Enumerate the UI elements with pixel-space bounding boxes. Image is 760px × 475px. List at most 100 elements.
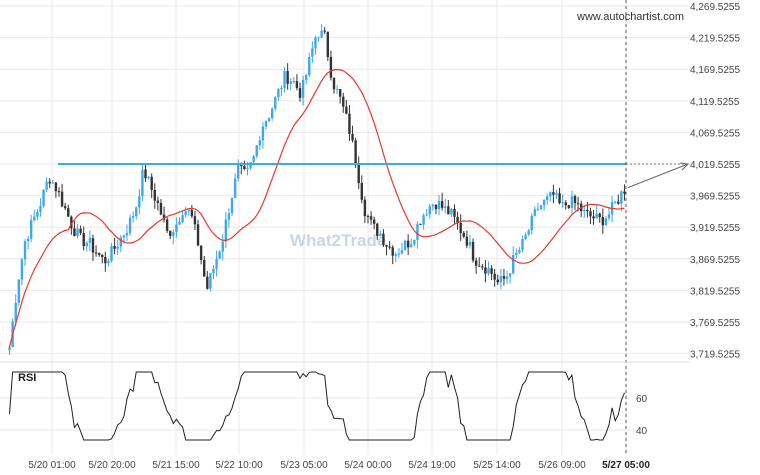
- candle-down: [484, 267, 487, 274]
- candle-down: [598, 213, 601, 218]
- candle-down: [199, 245, 203, 261]
- candle-up: [51, 182, 55, 184]
- candle-down: [567, 205, 571, 208]
- time-tick-label: 5/20 20:00: [88, 460, 136, 471]
- candle-down: [342, 96, 345, 107]
- candle-up: [311, 48, 314, 57]
- time-tick-label: 5/20 01:00: [28, 460, 76, 471]
- candle-down: [162, 214, 166, 220]
- candle-up: [274, 97, 277, 109]
- candle-up: [42, 189, 45, 207]
- candle-down: [388, 246, 391, 248]
- candle-up: [413, 239, 416, 245]
- candle-down: [354, 140, 357, 165]
- candle-up: [246, 167, 249, 170]
- moving-average-line: [8, 68, 625, 348]
- candle-down: [558, 193, 561, 204]
- candle-up: [394, 254, 397, 256]
- candle-down: [462, 232, 465, 237]
- candle-up: [530, 215, 533, 231]
- candle-up: [23, 241, 27, 260]
- candle-up: [542, 200, 546, 206]
- candle-up: [379, 233, 382, 236]
- candle-up: [508, 273, 512, 277]
- candles: [8, 23, 626, 355]
- candle-down: [617, 201, 620, 204]
- candle-down: [586, 209, 589, 212]
- candle-up: [252, 156, 255, 163]
- candle-up: [258, 140, 262, 146]
- candle-up: [546, 196, 549, 201]
- candle-up: [237, 165, 240, 179]
- candle-up: [468, 241, 472, 246]
- price-tick-label: 4,219.5255: [690, 34, 740, 45]
- candle-up: [119, 237, 122, 247]
- price-tick-label: 4,119.5255: [690, 97, 740, 108]
- candle-up: [122, 235, 126, 238]
- candle-up: [181, 215, 184, 223]
- candle-down: [240, 165, 243, 167]
- candle-up: [505, 276, 509, 279]
- candle-down: [165, 219, 169, 231]
- candle-up: [317, 37, 320, 39]
- projection-arrow: [627, 163, 689, 189]
- price-tick-label: 3,869.5255: [690, 255, 740, 266]
- candle-up: [128, 217, 132, 234]
- source-label: www.autochartist.com: [576, 11, 684, 23]
- candle-up: [527, 230, 530, 235]
- candle-up: [20, 259, 24, 280]
- candle-up: [524, 234, 527, 239]
- candle-down: [295, 81, 299, 89]
- candle-up: [233, 178, 237, 198]
- time-tick-label: 5/25 14:00: [473, 460, 521, 471]
- candle-up: [518, 250, 521, 253]
- candle-down: [391, 247, 394, 256]
- candle-up: [267, 118, 271, 122]
- candle-down: [329, 57, 333, 78]
- candle-up: [512, 255, 515, 274]
- candle-up: [561, 202, 564, 204]
- candle-up: [255, 145, 258, 157]
- time-tick-label: 5/24 19:00: [408, 460, 456, 471]
- watermark: What2Trade: [290, 231, 386, 250]
- candle-down: [57, 191, 61, 193]
- candle-up: [26, 238, 30, 242]
- candle-down: [440, 201, 444, 208]
- candle-down: [406, 240, 410, 248]
- candle-down: [447, 206, 450, 215]
- candle-down: [326, 31, 330, 58]
- candle-down: [67, 208, 70, 217]
- candle-up: [33, 216, 36, 221]
- candle-up: [172, 232, 175, 236]
- candle-down: [203, 260, 206, 277]
- candle-down: [206, 276, 209, 289]
- time-tick-label: 5/26 09:00: [538, 460, 586, 471]
- candle-down: [101, 254, 104, 257]
- candle-up: [17, 279, 21, 303]
- candle-up: [270, 108, 274, 119]
- candle-down: [97, 253, 101, 255]
- candle-up: [292, 81, 296, 83]
- candle-down: [156, 200, 160, 203]
- rsi-label: RSI: [18, 372, 36, 384]
- candle-down: [243, 166, 246, 170]
- candle-up: [280, 88, 283, 90]
- candle-up: [595, 213, 598, 219]
- candle-down: [60, 191, 64, 207]
- time-tick-label: 5/22 10:00: [215, 460, 263, 471]
- candle-up: [403, 240, 407, 251]
- candle-up: [187, 210, 190, 212]
- candle-up: [539, 205, 543, 209]
- candle-up: [110, 246, 113, 262]
- time-tick-label: 5/27 05:00: [602, 460, 650, 471]
- rsi-level-upper: 60: [636, 394, 648, 405]
- candle-down: [623, 191, 626, 194]
- candle-down: [419, 223, 422, 225]
- candle-up: [431, 204, 435, 207]
- candle-down: [369, 216, 373, 220]
- candle-up: [410, 244, 413, 248]
- candle-down: [382, 233, 385, 245]
- candle-up: [29, 220, 33, 239]
- candle-up: [175, 224, 178, 233]
